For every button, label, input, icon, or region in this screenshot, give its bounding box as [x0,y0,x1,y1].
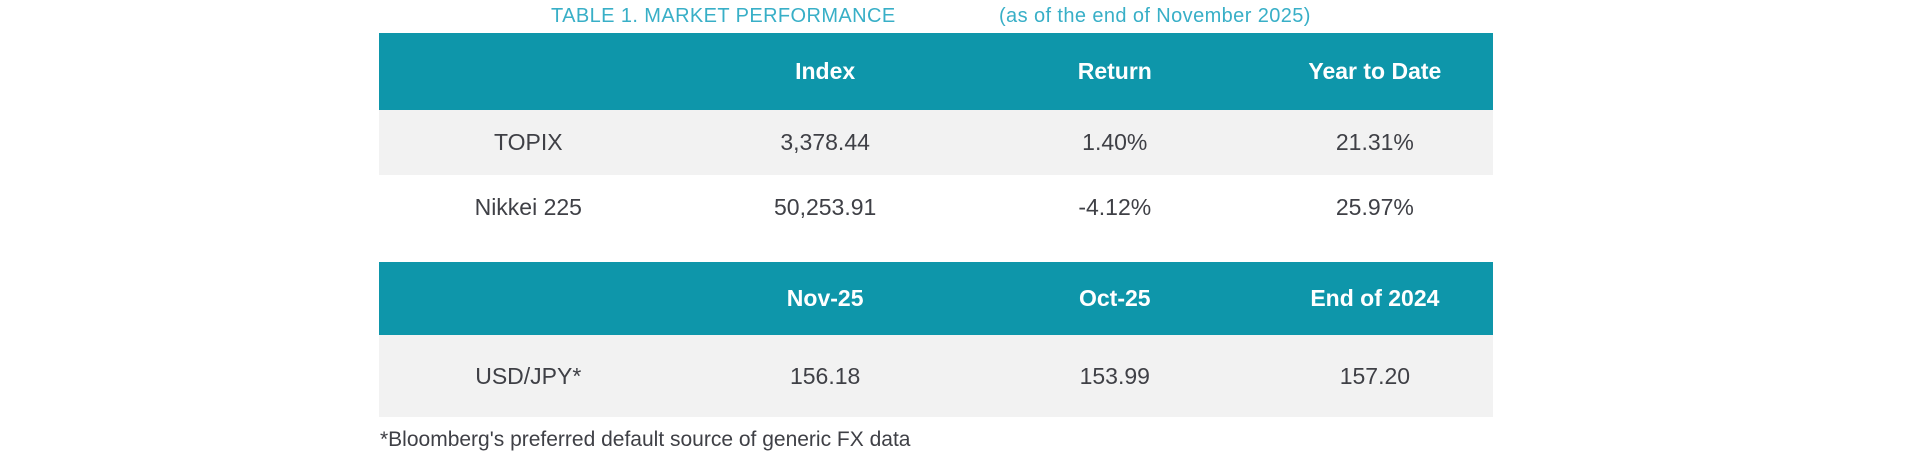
table1-header-index: Index [795,58,856,84]
table-title-main: TABLE 1. MARKET PERFORMANCE [551,5,896,27]
table-section-gap [379,240,1493,262]
row-label: USD/JPY* [475,362,582,389]
cell-ytd-value: 25.97% [1335,194,1414,220]
table2-header-blank [379,262,678,335]
table-title-subtitle: (as of the end of November 2025) [999,5,1311,27]
market-performance-table: Index Return Year to Date TOPIX 3,378.44… [379,33,1493,417]
cell-return-value: 1.40% [1082,129,1148,155]
table2-header-nov-25: Nov-25 [786,285,864,311]
table-row-topix: TOPIX 3,378.44 1.40% 21.31% [379,110,1493,175]
table2-header-row: Nov-25 Oct-25 End of 2024 [379,262,1493,335]
table1-header-blank [379,33,678,110]
table1-header-return: Return [1077,58,1152,84]
table2-header-oct-25: Oct-25 [1078,285,1151,311]
table-row-usdjpy: USD/JPY* 156.18 153.99 157.20 [379,335,1493,417]
cell-index-value: 50,253.91 [773,194,877,220]
footnote: *Bloomberg's preferred default source of… [380,428,911,451]
table-row-nikkei: Nikkei 225 50,253.91 -4.12% 25.97% [379,175,1493,240]
cell-return-value: -4.12% [1078,194,1152,220]
cell-index-value: 3,378.44 [780,129,870,155]
table1-header-row: Index Return Year to Date [379,33,1493,110]
table2-header-end-of-2024: End of 2024 [1310,285,1440,311]
cell-oct25-value: 153.99 [1079,362,1150,389]
cell-ytd-value: 21.31% [1335,129,1414,155]
row-label: TOPIX [493,129,563,155]
cell-end2024-value: 157.20 [1339,362,1411,389]
table-title: TABLE 1. MARKET PERFORMANCE (as of the e… [379,2,1493,30]
row-label: Nikkei 225 [474,194,582,220]
table1-header-year-to-date: Year to Date [1308,58,1442,84]
cell-nov25-value: 156.18 [789,362,861,389]
